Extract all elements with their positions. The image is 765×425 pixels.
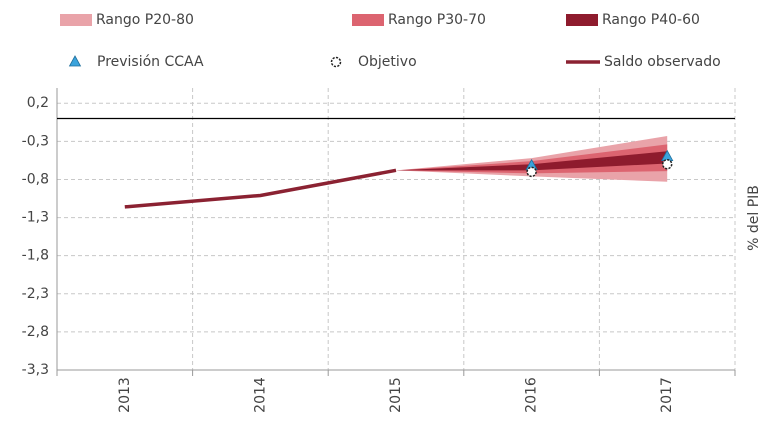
- legend-swatch: [330, 56, 342, 68]
- legend-swatch: [566, 14, 598, 26]
- y-tick-label: -1,3: [22, 210, 49, 226]
- x-tick-label: 2015: [388, 377, 404, 413]
- legend-label: Objetivo: [358, 54, 417, 70]
- x-tick-label: 2017: [659, 377, 675, 413]
- legend-label: Previsión CCAA: [97, 54, 204, 70]
- y-tick-label: -2,3: [22, 286, 49, 302]
- legend-label: Rango P30-70: [388, 12, 486, 28]
- legend-label: Rango P20-80: [96, 12, 194, 28]
- y-tick-label: -0,3: [22, 133, 49, 149]
- marker-point: [526, 166, 537, 178]
- fan-band: [396, 151, 668, 171]
- y-tick-label: -0,8: [22, 171, 49, 187]
- y-tick-label: -2,8: [22, 324, 49, 340]
- legend-swatch: [60, 14, 92, 26]
- legend-swatch: [352, 14, 384, 26]
- x-tick-label: 2016: [524, 377, 540, 413]
- marker-point: [661, 158, 673, 170]
- y-axis-label: % del PIB: [746, 185, 762, 251]
- legend-label: Rango P40-60: [602, 12, 700, 28]
- legend-swatch: [68, 55, 82, 67]
- y-tick-label: -1,8: [22, 248, 49, 264]
- x-tick-label: 2014: [252, 377, 268, 413]
- y-tick-label: 0,2: [27, 95, 49, 111]
- x-tick-label: 2013: [117, 377, 133, 413]
- y-tick-label: -3,3: [22, 362, 49, 378]
- observed-line: [124, 168, 397, 209]
- legend-label: Saldo observado: [604, 54, 721, 70]
